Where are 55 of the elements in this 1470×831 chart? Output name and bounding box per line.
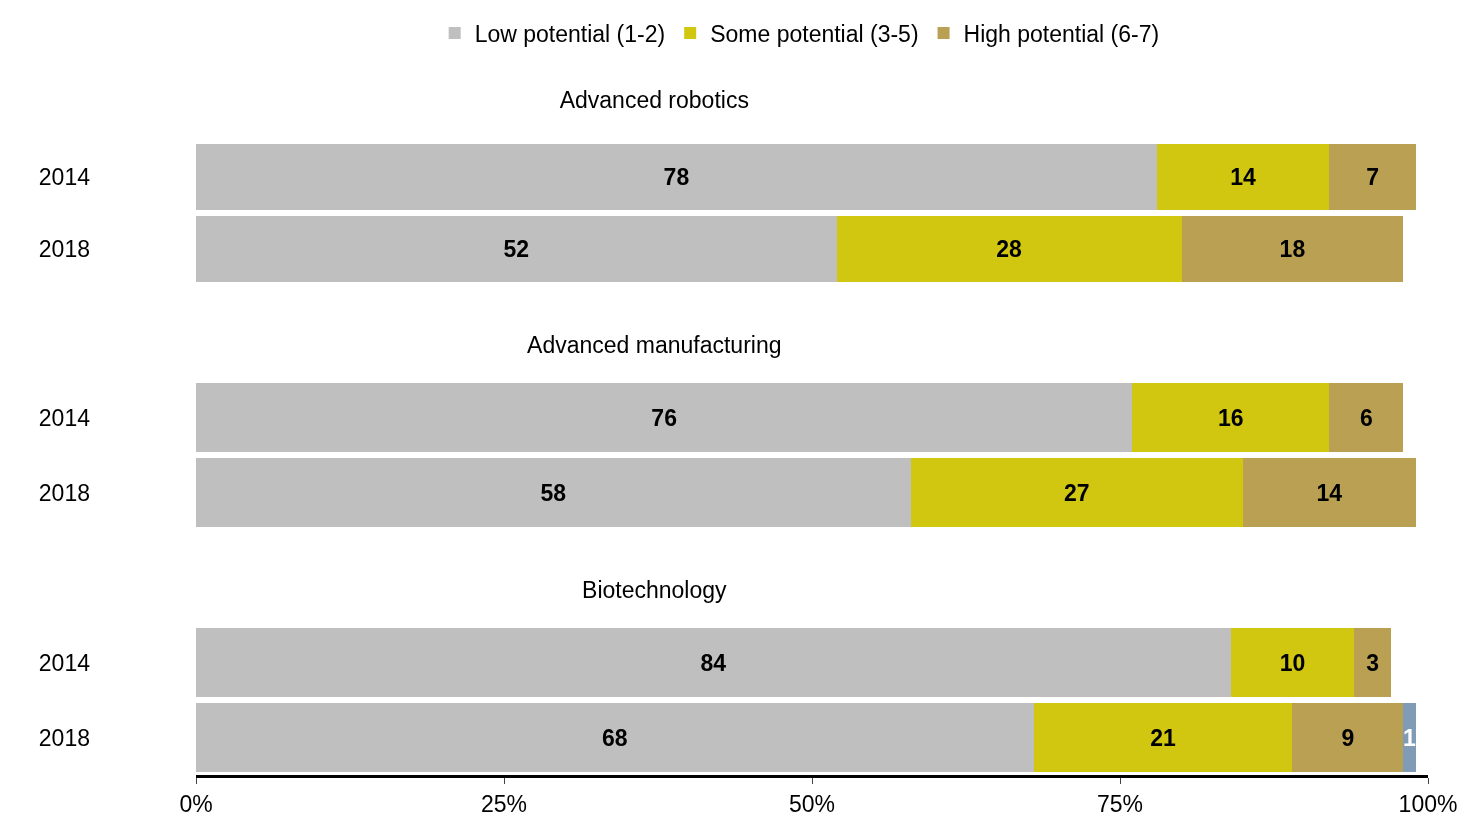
data-label: 58: [540, 479, 567, 506]
bar: [1132, 383, 1330, 452]
y-tick-label: 2014: [38, 164, 91, 191]
y-tick-label: 2018: [38, 236, 90, 263]
data-label: 7: [1366, 164, 1379, 190]
bar: [910, 458, 1244, 527]
data-label: 9: [1341, 724, 1355, 751]
data-label: 10: [1279, 649, 1306, 676]
bar: [836, 216, 1182, 282]
data-label: 28: [996, 236, 1023, 262]
x-tick-label: 0%: [179, 790, 213, 817]
bar: [196, 216, 837, 282]
bar: [1230, 628, 1355, 697]
bar: [1329, 144, 1416, 210]
bar: [196, 628, 1231, 697]
bar: [1033, 703, 1293, 772]
bar: [196, 458, 911, 527]
data-label: 78: [663, 164, 690, 190]
bar: [196, 383, 1133, 452]
data-label: 52: [503, 236, 530, 262]
y-tick-label: 2014: [38, 649, 91, 676]
bar: [1181, 216, 1404, 282]
data-label: 14: [1316, 479, 1343, 506]
data-label: 84: [700, 649, 727, 676]
legend-label: Some potential (3-5): [710, 20, 919, 47]
data-label: 18: [1279, 236, 1306, 262]
data-label: 3: [1366, 649, 1379, 676]
bar: [1403, 703, 1416, 772]
chart-title: Advanced robotics: [559, 87, 749, 114]
bar: [1354, 628, 1392, 697]
y-tick-label: 2018: [38, 479, 90, 506]
data-label: 68: [601, 724, 628, 751]
data-label: 16: [1218, 404, 1244, 431]
y-tick-label: 2014: [38, 404, 91, 431]
data-label: 27: [1064, 479, 1090, 506]
bar: [196, 703, 1034, 772]
x-tick-label: 100%: [1398, 790, 1458, 817]
chart-title: Biotechnology: [582, 577, 728, 604]
chart-title: Advanced manufacturing: [527, 332, 782, 359]
bar: [1329, 383, 1404, 452]
bar: [1243, 458, 1416, 527]
data-label: 21: [1150, 724, 1177, 751]
data-label: 14: [1230, 164, 1257, 190]
data-label: 76: [651, 404, 677, 431]
x-tick-label: 25%: [480, 790, 528, 817]
data-label: 1: [1403, 724, 1417, 751]
bar: [196, 144, 1157, 210]
x-tick-label: 75%: [1096, 790, 1144, 817]
legend-label: Low potential (1-2): [474, 20, 666, 47]
legend-label: High potential (6-7): [963, 20, 1160, 47]
bar: [1292, 703, 1404, 772]
x-tick-label: 50%: [788, 790, 836, 817]
bar: [1156, 144, 1330, 210]
data-label: 6: [1360, 404, 1373, 431]
y-tick-label: 2018: [38, 724, 90, 751]
